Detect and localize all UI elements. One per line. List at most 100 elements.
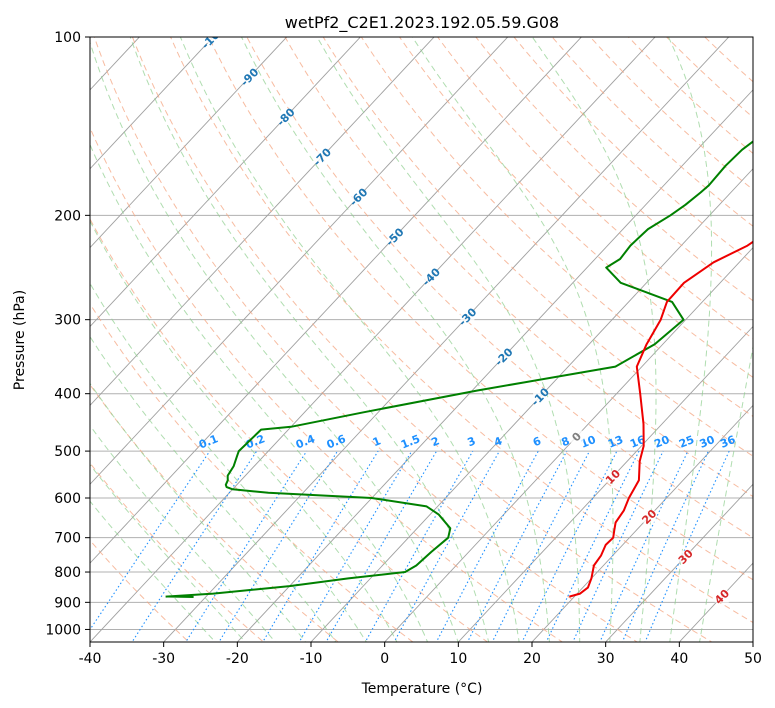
wind-barb <box>167 595 194 599</box>
mixing-ratio-label: 13 <box>606 433 625 451</box>
isotherm-line <box>90 37 214 170</box>
isotherm-label-bg <box>605 470 620 483</box>
mixing-ratio-line <box>572 450 664 642</box>
x-tick-label: 20 <box>523 651 541 667</box>
moist-adiabat-line <box>316 37 581 642</box>
dry-adiabat-line <box>93 37 638 642</box>
isotherm-line <box>236 89 753 642</box>
y-tick-label: 900 <box>54 595 81 611</box>
x-tick-label: -10 <box>300 651 323 667</box>
moist-adiabat-line <box>699 343 753 642</box>
isotherm-label-bg <box>242 70 257 83</box>
temperature-profile-line <box>569 240 753 598</box>
y-tick-label: 200 <box>54 208 81 224</box>
x-axis-label: Temperature (°C) <box>361 681 483 697</box>
isotherm-line <box>384 246 753 642</box>
moist-adiabat-line <box>241 37 550 642</box>
isotherm-label-bg <box>278 110 293 123</box>
isotherm-label-bg <box>315 150 330 163</box>
mixing-ratio-label: 20 <box>652 433 671 451</box>
y-axis-label: Pressure (hPa) <box>12 290 28 390</box>
mixing-ratio-line <box>131 450 258 642</box>
x-tick-label: 0 <box>380 651 389 667</box>
isotherm-line <box>531 404 753 642</box>
isotherm-line <box>457 325 753 642</box>
isotherm-label-bg <box>424 270 439 283</box>
moist-adiabat-line <box>90 424 276 642</box>
dry-adiabat-line <box>360 37 753 418</box>
moist-adiabat-line <box>90 335 337 642</box>
dry-adiabat-line <box>131 37 713 642</box>
isotherm-label-bg <box>642 510 657 523</box>
y-tick-label: 400 <box>54 387 81 403</box>
mixing-ratio-line <box>545 450 640 642</box>
dry-adiabat-line <box>208 37 753 581</box>
moist-adiabat-line <box>668 37 713 642</box>
isotherm-line <box>163 37 730 642</box>
dewpoint-profile-line <box>165 140 753 598</box>
moist-adiabat-line <box>179 37 520 642</box>
mixing-ratio-line <box>621 450 709 642</box>
mixing-ratio-label: 3 <box>466 434 478 449</box>
isotherm-line <box>90 37 656 642</box>
plot-frame <box>89 36 754 643</box>
isotherm-line <box>90 37 583 564</box>
mixing-ratio-line <box>599 450 689 642</box>
isotherm-label-bg <box>678 550 693 563</box>
mixing-ratio-line <box>491 450 590 642</box>
isotherm-line <box>90 37 288 249</box>
dry-adiabat-line <box>90 302 414 642</box>
y-tick-label: 100 <box>54 30 81 46</box>
x-tick-label: -30 <box>152 651 175 667</box>
y-tick-label: 500 <box>54 444 81 460</box>
isotherm-label-bg <box>460 310 475 323</box>
dry-adiabat-line <box>437 37 753 340</box>
moist-adiabat-line <box>531 37 657 642</box>
moist-adiabat-line <box>90 143 429 642</box>
mixing-ratio-label: 25 <box>677 433 696 451</box>
mixing-ratio-line <box>262 450 379 642</box>
moist-adiabat-line <box>90 282 367 642</box>
mixing-ratio-line <box>644 450 730 642</box>
mixing-ratio-label: 30 <box>698 433 717 451</box>
mixing-ratio-line <box>325 450 438 642</box>
x-tick-label: -20 <box>226 651 249 667</box>
isotherm-label-bg <box>496 350 511 363</box>
moist-adiabat-line <box>90 220 398 642</box>
isotherm-line <box>90 37 435 407</box>
dry-adiabat-line <box>284 37 753 498</box>
mixing-ratio-line <box>364 450 474 642</box>
dry-adiabat-line <box>627 37 753 154</box>
dry-adiabat-line <box>246 37 753 539</box>
mixing-ratio-label: 36 <box>718 433 737 451</box>
isotherm-label-bg <box>387 230 402 243</box>
dry-adiabat-line <box>398 37 753 378</box>
mixing-ratio-label: 1 <box>371 434 383 449</box>
moist-adiabat-line <box>411 37 614 642</box>
y-tick-label: 800 <box>54 565 81 581</box>
mixing-ratio-line <box>90 450 211 631</box>
mixing-ratio-label: 8 <box>560 434 572 449</box>
chart-title: wetPf2_C2E1.2023.192.05.59.G08 <box>285 13 559 33</box>
dry-adiabat-line <box>90 539 190 642</box>
x-tick-label: 30 <box>597 651 615 667</box>
mixing-ratio-label: 2 <box>429 434 441 449</box>
dry-adiabat-line <box>90 383 340 642</box>
dry-adiabat-line <box>90 218 489 642</box>
mixing-ratio-line <box>521 450 618 642</box>
y-tick-label: 700 <box>54 531 81 547</box>
plot-area: 0.1 0.2 0.4 0.6 1 1.5 2 3 4 6 8 10 13 16 20 25 30 36-100-… <box>90 37 753 642</box>
x-tick-label: -40 <box>79 651 102 667</box>
isotherm-line <box>90 37 509 485</box>
y-tick-label: 300 <box>54 313 81 329</box>
isotherm-line <box>605 483 753 642</box>
y-tick-label: 600 <box>54 491 81 507</box>
isotherm-label-bg <box>569 430 584 443</box>
x-tick-label: 10 <box>449 651 467 667</box>
mixing-ratio-line <box>393 450 500 642</box>
x-tick-label: 50 <box>744 651 762 667</box>
dry-adiabat-line <box>170 37 753 624</box>
isotherm-label-bg <box>206 37 221 43</box>
